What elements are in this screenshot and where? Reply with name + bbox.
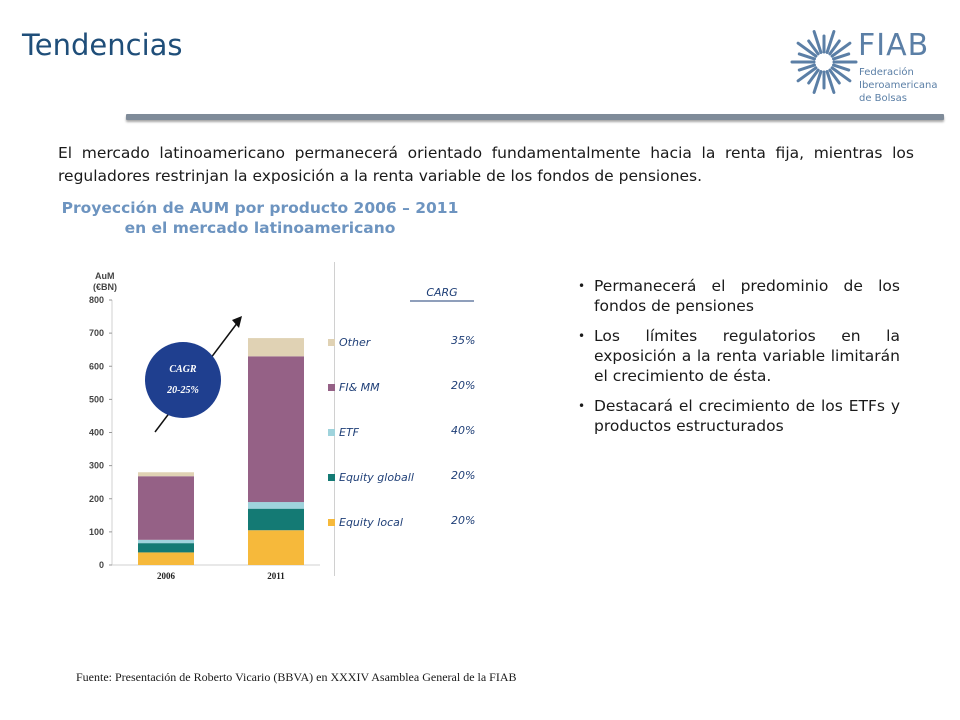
- bullet-item: Destacará el crecimiento de los ETFs y p…: [578, 396, 900, 436]
- bullet-list: Permanecerá el predominio de los fondos …: [578, 276, 900, 446]
- logo-ray: [832, 63, 851, 72]
- logo-ray: [807, 68, 820, 85]
- page-title: Tendencias: [22, 28, 183, 62]
- legend-carg-value: 40%: [451, 424, 475, 437]
- logo-ray: [830, 41, 852, 58]
- intro-paragraph: El mercado latinoamericano permanecerá o…: [58, 144, 914, 185]
- logo-subtitle-line: de Bolsas: [859, 93, 907, 104]
- chart-heading-line: en el mercado latinoamericano: [124, 219, 396, 237]
- logo-ray: [796, 66, 818, 83]
- bullet-item: Los límites regulatorios en la exposició…: [578, 326, 900, 386]
- logo-ray: [812, 30, 823, 54]
- legend-carg-value: 20%: [451, 469, 475, 482]
- legend-carg-value: 20%: [451, 379, 475, 392]
- logo-ray: [797, 63, 816, 72]
- legend-label: Other: [339, 336, 372, 349]
- legend-carg-value: 35%: [451, 334, 475, 347]
- fiab-logo-icon: [790, 30, 858, 94]
- chart-heading-line: Proyección de AUM por producto 2006 – 20…: [61, 199, 459, 217]
- logo-subtitle: Federación Iberoamericana de Bolsas: [859, 66, 937, 105]
- logo-subtitle-line: Iberoamericana: [859, 80, 938, 91]
- logo-ray: [830, 66, 852, 83]
- carg-header: CARG: [426, 286, 457, 299]
- logo-ray: [832, 52, 851, 61]
- legend-carg-value: 20%: [451, 514, 475, 527]
- logo-subtitle-line: Federación: [859, 67, 914, 78]
- logo-ray: [807, 39, 820, 56]
- bullet-item: Permanecerá el predominio de los fondos …: [578, 276, 900, 316]
- logo-ray: [828, 68, 841, 85]
- chart-heading: Proyección de AUM por producto 2006 – 20…: [30, 198, 490, 238]
- logo-wordmark: FIAB: [858, 28, 930, 63]
- header-divider: [126, 114, 944, 120]
- legend-label: ETF: [339, 426, 360, 439]
- legend-label: Equity globall: [339, 471, 414, 484]
- logo-ray: [825, 30, 836, 54]
- logo-ray: [797, 52, 816, 61]
- logo-ray: [796, 41, 818, 58]
- logo-ray: [828, 39, 841, 56]
- logo-ray: [825, 70, 836, 94]
- source-note: Fuente: Presentación de Roberto Vicario …: [76, 670, 517, 684]
- logo-ray: [812, 70, 823, 94]
- legend-label: FI& MM: [339, 381, 380, 394]
- chart-frame: [78, 262, 335, 576]
- legend-label: Equity local: [339, 516, 403, 529]
